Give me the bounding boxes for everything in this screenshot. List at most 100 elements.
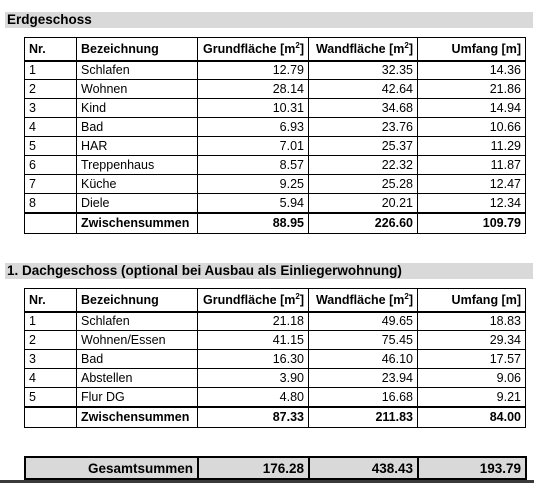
floor-area-value: 21.18 <box>197 311 309 331</box>
perimeter-value: 21.86 <box>417 79 526 99</box>
perimeter-value: 9.06 <box>417 368 526 388</box>
room-name: Bad <box>76 117 198 137</box>
subtotal-row: Zwischensummen 87.33 211.83 84.00 <box>24 405 526 428</box>
table-header-row: Nr. Bezeichnung Grundfläche [m2] Wandflä… <box>24 37 526 62</box>
header-floor-area: Grundfläche [m2] <box>197 37 309 62</box>
floor-area-value: 16.30 <box>197 349 309 369</box>
perimeter-value: 12.34 <box>417 193 526 213</box>
perimeter-value: 29.34 <box>417 330 526 350</box>
room-name: Küche <box>76 174 198 194</box>
room-number: 1 <box>24 311 77 331</box>
grand-total-row: Gesamtsummen 176.28 438.43 193.79 <box>24 456 527 480</box>
grand-total-perimeter: 193.79 <box>417 456 527 480</box>
room-number: 5 <box>24 136 77 156</box>
subtotal-perimeter: 109.79 <box>417 211 526 234</box>
table-row: 5 Flur DG 4.80 16.68 9.21 <box>24 387 526 407</box>
header-floor-area: Grundfläche [m2] <box>197 288 309 313</box>
room-name: Bad <box>76 349 198 369</box>
wall-area-value: 23.94 <box>308 368 418 388</box>
room-number: 5 <box>24 387 77 407</box>
floor-area-value: 12.79 <box>197 60 309 80</box>
ground-floor-table: Nr. Bezeichnung Grundfläche [m2] Wandflä… <box>24 37 526 234</box>
subtotal-perimeter: 84.00 <box>417 405 526 428</box>
perimeter-value: 10.66 <box>417 117 526 137</box>
table-row: 6 Treppenhaus 8.57 22.32 11.87 <box>24 155 526 175</box>
grand-total-floor: 176.28 <box>197 456 310 480</box>
room-number: 7 <box>24 174 77 194</box>
perimeter-value: 12.47 <box>417 174 526 194</box>
perimeter-value: 18.83 <box>417 311 526 331</box>
room-name: Flur DG <box>76 387 198 407</box>
wall-area-value: 42.64 <box>308 79 418 99</box>
table-row: 1 Schlafen 12.79 32.35 14.36 <box>24 60 526 80</box>
room-name: HAR <box>76 136 198 156</box>
table-header-row: Nr. Bezeichnung Grundfläche [m2] Wandflä… <box>24 288 526 313</box>
room-name: Diele <box>76 193 198 213</box>
subtotal-wall: 226.60 <box>308 211 418 234</box>
room-number: 4 <box>24 117 77 137</box>
subtotal-wall: 211.83 <box>308 405 418 428</box>
floor-area-value: 5.94 <box>197 193 309 213</box>
wall-area-value: 16.68 <box>308 387 418 407</box>
room-name: Schlafen <box>76 311 198 331</box>
table-row: 7 Küche 9.25 25.28 12.47 <box>24 174 526 194</box>
wall-area-value: 20.21 <box>308 193 418 213</box>
room-number: 2 <box>24 330 77 350</box>
header-wall-area: Wandfläche [m2] <box>308 288 418 313</box>
subtotal-nr-cell <box>24 211 77 234</box>
room-number: 4 <box>24 368 77 388</box>
header-perimeter: Umfang [m] <box>417 37 526 62</box>
room-number: 3 <box>24 349 77 369</box>
table-row: 3 Bad 16.30 46.10 17.57 <box>24 349 526 369</box>
table-row: 2 Wohnen 28.14 42.64 21.86 <box>24 79 526 99</box>
room-number: 6 <box>24 155 77 175</box>
wall-area-value: 34.68 <box>308 98 418 118</box>
perimeter-value: 9.21 <box>417 387 526 407</box>
room-number: 3 <box>24 98 77 118</box>
table-row: 4 Abstellen 3.90 23.94 9.06 <box>24 368 526 388</box>
floor-area-value: 8.57 <box>197 155 309 175</box>
floor-area-value: 3.90 <box>197 368 309 388</box>
floor-area-value: 7.01 <box>197 136 309 156</box>
floor-area-value: 28.14 <box>197 79 309 99</box>
wall-area-value: 22.32 <box>308 155 418 175</box>
perimeter-value: 14.94 <box>417 98 526 118</box>
floor-area-value: 9.25 <box>197 174 309 194</box>
perimeter-value: 14.36 <box>417 60 526 80</box>
floor-area-value: 10.31 <box>197 98 309 118</box>
subtotal-nr-cell <box>24 405 77 428</box>
room-name: Wohnen/Essen <box>76 330 198 350</box>
grand-total-table: Gesamtsummen 176.28 438.43 193.79 <box>24 456 527 480</box>
attic-table: Nr. Bezeichnung Grundfläche [m2] Wandflä… <box>24 288 526 428</box>
floor-area-value: 6.93 <box>197 117 309 137</box>
room-name: Wohnen <box>76 79 198 99</box>
wall-area-value: 32.35 <box>308 60 418 80</box>
room-name: Treppenhaus <box>76 155 198 175</box>
subtotal-floor: 87.33 <box>197 405 309 428</box>
table-row: 8 Diele 5.94 20.21 12.34 <box>24 193 526 213</box>
wall-area-value: 25.28 <box>308 174 418 194</box>
perimeter-value: 11.87 <box>417 155 526 175</box>
wall-area-value: 46.10 <box>308 349 418 369</box>
room-name: Abstellen <box>76 368 198 388</box>
table-row: 1 Schlafen 21.18 49.65 18.83 <box>24 311 526 331</box>
table-row: 4 Bad 6.93 23.76 10.66 <box>24 117 526 137</box>
header-nr: Nr. <box>24 37 77 62</box>
room-name: Kind <box>76 98 198 118</box>
wall-area-value: 23.76 <box>308 117 418 137</box>
floor-area-value: 41.15 <box>197 330 309 350</box>
ground-floor-title: Erdgeschoss <box>5 12 533 28</box>
room-number: 1 <box>24 60 77 80</box>
subtotal-label: Zwischensummen <box>76 211 198 234</box>
room-number: 2 <box>24 79 77 99</box>
perimeter-value: 17.57 <box>417 349 526 369</box>
wall-area-value: 75.45 <box>308 330 418 350</box>
subtotal-row: Zwischensummen 88.95 226.60 109.79 <box>24 211 526 234</box>
table-row: 5 HAR 7.01 25.37 11.29 <box>24 136 526 156</box>
bottom-edge-strip <box>0 480 534 483</box>
table-row: 3 Kind 10.31 34.68 14.94 <box>24 98 526 118</box>
header-perimeter: Umfang [m] <box>417 288 526 313</box>
wall-area-value: 25.37 <box>308 136 418 156</box>
attic-title: 1. Dachgeschoss (optional bei Ausbau als… <box>5 263 533 279</box>
header-name: Bezeichnung <box>76 37 198 62</box>
